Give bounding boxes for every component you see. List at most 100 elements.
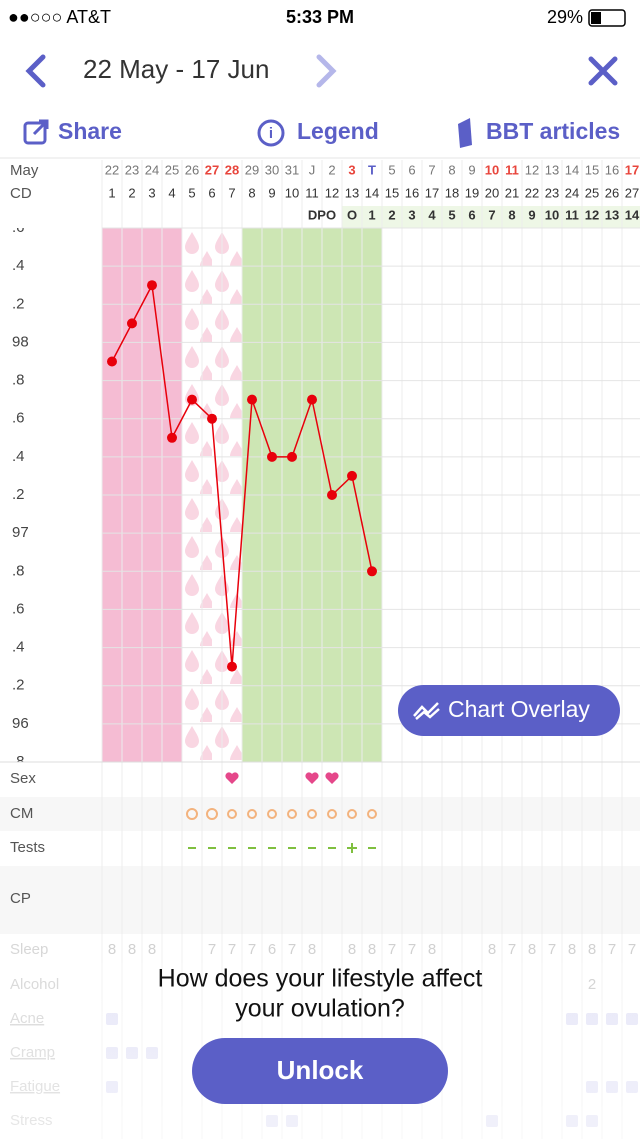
- day-label: 16: [605, 162, 619, 177]
- temperature-point: [127, 318, 137, 329]
- promo-text: How does your lifestyle affect: [158, 965, 483, 993]
- day-label: 23: [125, 162, 139, 177]
- day-label: 22: [105, 162, 119, 177]
- cd-number: 7: [228, 185, 235, 200]
- overlay-icon: [413, 702, 440, 720]
- cd-number: 11: [305, 185, 319, 200]
- heart-icon: [225, 772, 239, 784]
- cd-number: 3: [148, 185, 155, 200]
- day-label: 9: [468, 162, 475, 177]
- day-label: 31: [285, 162, 299, 177]
- cm-icon: [186, 808, 198, 820]
- dpo-number: 2: [388, 207, 395, 222]
- cd-number: 2: [128, 185, 135, 200]
- heart-icon: [305, 772, 319, 784]
- button-label: Unlock: [277, 1055, 364, 1085]
- cd-number: 19: [465, 185, 479, 200]
- dpo-number: 6: [468, 207, 475, 222]
- temperature-point: [307, 394, 317, 405]
- legend-button[interactable]: i Legend: [257, 118, 379, 147]
- day-label: 12: [525, 162, 539, 177]
- cd-number: 14: [365, 185, 379, 200]
- cm-icon: [267, 809, 277, 819]
- day-label: 29: [245, 162, 259, 177]
- day-label: 11: [505, 162, 519, 177]
- y-tick-label: .8: [12, 753, 25, 770]
- articles-button[interactable]: BBT articles: [458, 118, 620, 148]
- tracking-label: Sex: [10, 770, 36, 787]
- svg-text:i: i: [269, 125, 273, 142]
- y-tick-label: 97: [12, 524, 29, 541]
- temperature-point: [187, 394, 197, 405]
- y-tick-label: .6: [12, 219, 25, 236]
- cd-number: 18: [445, 185, 459, 200]
- cd-number: 5: [188, 185, 195, 200]
- day-label: J: [309, 162, 316, 177]
- day-label: 15: [585, 162, 599, 177]
- day-label: 24: [145, 162, 159, 177]
- clock: 5:33 PM: [286, 7, 354, 27]
- y-tick-label: .2: [12, 486, 25, 503]
- next-button[interactable]: [316, 54, 337, 88]
- temperature-point: [227, 661, 237, 672]
- cm-icon: [367, 809, 377, 819]
- dpo-row-bg: [342, 206, 640, 228]
- day-label: 26: [185, 162, 199, 177]
- cm-icon: [287, 809, 297, 819]
- day-label: 30: [265, 162, 279, 177]
- cd-label: CD: [10, 185, 32, 202]
- dpo-number: O: [347, 207, 357, 222]
- temperature-point: [367, 566, 377, 577]
- tracking-label: CM: [10, 805, 33, 822]
- cd-number: 24: [565, 185, 579, 200]
- cd-number: 8: [248, 185, 255, 200]
- dpo-number: 9: [528, 207, 535, 222]
- day-label: 17: [625, 162, 639, 177]
- cd-number: 1: [108, 185, 115, 200]
- day-label: 28: [225, 162, 239, 177]
- y-tick-label: .2: [12, 295, 25, 312]
- y-tick-label: .2: [12, 677, 25, 694]
- day-label: 5: [388, 162, 395, 177]
- y-tick-label: .4: [12, 639, 25, 656]
- test-positive: [347, 843, 357, 853]
- day-label: T: [368, 162, 376, 177]
- dpo-number: 11: [565, 207, 579, 222]
- day-label: 25: [165, 162, 179, 177]
- y-tick-label: 96: [12, 715, 29, 732]
- unlock-button[interactable]: Unlock: [192, 1038, 448, 1104]
- cd-number: 10: [285, 185, 299, 200]
- cd-number: 26: [605, 185, 619, 200]
- cd-number: 9: [268, 185, 275, 200]
- temperature-point: [147, 280, 157, 291]
- prev-button[interactable]: [25, 54, 46, 88]
- close-button[interactable]: [588, 56, 618, 86]
- cd-number: 4: [168, 185, 175, 200]
- day-label: 6: [408, 162, 415, 177]
- cd-number: 6: [208, 185, 215, 200]
- legend-label: Legend: [297, 118, 379, 144]
- temperature-point: [247, 394, 257, 405]
- dpo-label: DPO: [308, 207, 336, 222]
- cm-icon: [347, 809, 357, 819]
- dpo-number: 8: [508, 207, 515, 222]
- dpo-number: 13: [605, 207, 619, 222]
- dpo-number: 4: [428, 207, 436, 222]
- chart-overlay-button[interactable]: Chart Overlay: [398, 685, 620, 736]
- promo-text: your ovulation?: [235, 995, 405, 1023]
- day-label: 8: [448, 162, 455, 177]
- fade-overlay: [0, 934, 640, 1139]
- share-button[interactable]: Share: [23, 118, 122, 145]
- battery-level: 29%: [547, 7, 583, 27]
- day-label: 3: [348, 162, 355, 177]
- cd-number: 13: [345, 185, 359, 200]
- temperature-point: [107, 356, 117, 367]
- cm-icon: [227, 809, 237, 819]
- temperature-point: [327, 490, 337, 500]
- tracking-label: Tests: [10, 839, 45, 856]
- day-label: 7: [428, 162, 435, 177]
- cd-number: 12: [325, 185, 339, 200]
- row-bg: [0, 797, 640, 831]
- day-label: 13: [545, 162, 559, 177]
- cd-number: 22: [525, 185, 539, 200]
